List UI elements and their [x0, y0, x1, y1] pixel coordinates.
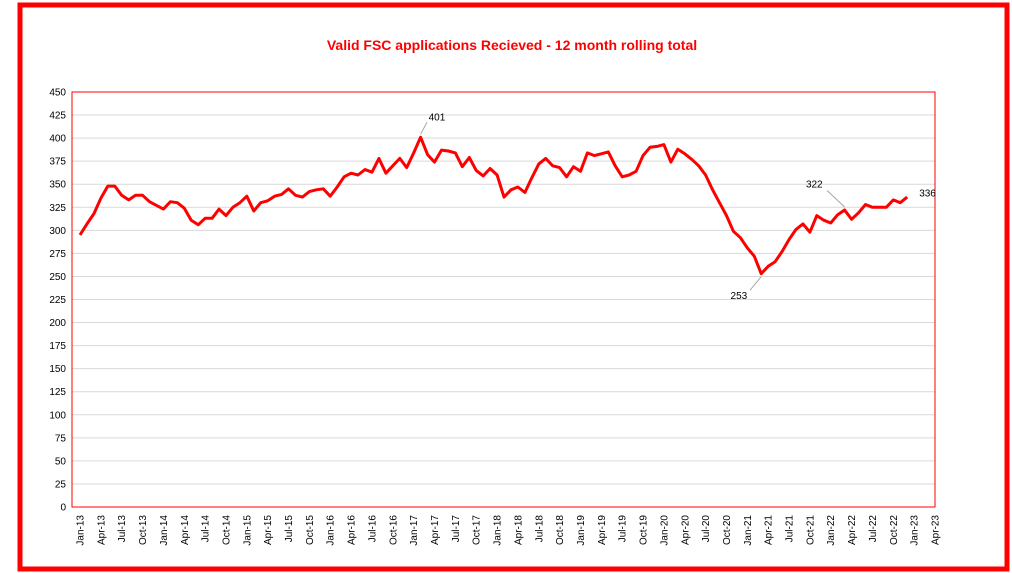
- y-tick-label: 100: [49, 410, 66, 421]
- x-tick-label: Jul-17: [451, 515, 462, 543]
- x-tick-label: Oct-17: [472, 515, 483, 545]
- x-tick-label: Jul-19: [618, 515, 629, 543]
- y-tick-label: 275: [49, 249, 66, 260]
- x-tick-label: Oct-14: [221, 515, 232, 545]
- data-label: 401: [429, 113, 446, 124]
- plot-border: [71, 91, 936, 508]
- x-tick-label: Apr-13: [96, 515, 107, 545]
- x-tick-label: Apr-21: [764, 515, 775, 545]
- y-tick-label: 450: [49, 88, 66, 99]
- leader-line: [749, 276, 762, 291]
- x-tick-label: Apr-14: [180, 515, 191, 545]
- x-tick-label: Jan-14: [159, 515, 170, 546]
- x-tick-label: Jan-18: [493, 515, 504, 546]
- y-tick-label: 125: [49, 387, 66, 398]
- x-tick-label: Apr-17: [430, 515, 441, 545]
- x-tick-label: Jan-15: [242, 515, 253, 546]
- x-tick-label: Apr-15: [263, 515, 274, 545]
- x-tick-label: Apr-22: [847, 515, 858, 545]
- x-tick-label: Jan-23: [910, 515, 921, 546]
- leader-line: [826, 190, 845, 208]
- data-label: 336: [919, 189, 936, 200]
- y-tick-label: 150: [49, 364, 66, 375]
- x-tick-label: Apr-16: [347, 515, 358, 545]
- x-tick-label: Jan-16: [326, 515, 337, 546]
- y-tick-label: 50: [55, 456, 67, 467]
- x-tick-label: Oct-18: [555, 515, 566, 545]
- chart-border: [17, 2, 1010, 572]
- x-tick-label: Jul-21: [785, 515, 796, 543]
- y-tick-label: 25: [55, 479, 67, 490]
- x-tick-label: Jan-21: [743, 515, 754, 546]
- x-tick-label: Jul-18: [534, 515, 545, 543]
- x-tick-label: Oct-21: [805, 515, 816, 545]
- y-tick-label: 425: [49, 111, 66, 122]
- x-tick-label: Oct-16: [388, 515, 399, 545]
- x-tick-label: Jul-16: [367, 515, 378, 543]
- y-tick-label: 0: [60, 503, 66, 514]
- x-tick-label: Jul-13: [117, 515, 128, 543]
- y-tick-label: 250: [49, 272, 66, 283]
- x-tick-label: Oct-20: [722, 515, 733, 545]
- x-tick-label: Apr-20: [680, 515, 691, 545]
- x-tick-label: Jul-20: [701, 515, 712, 543]
- x-tick-label: Jan-22: [826, 515, 837, 546]
- y-tick-label: 300: [49, 226, 66, 237]
- leader-line: [420, 121, 428, 135]
- x-tick-label: Jul-15: [284, 515, 295, 543]
- y-tick-label: 225: [49, 295, 66, 306]
- y-tick-label: 325: [49, 203, 66, 214]
- chart-title: Valid FSC applications Recieved - 12 mon…: [327, 37, 697, 53]
- x-tick-label: Apr-19: [597, 515, 608, 545]
- x-tick-label: Oct-13: [138, 515, 149, 545]
- x-tick-label: Oct-22: [889, 515, 900, 545]
- x-tick-label: Jul-14: [201, 515, 212, 543]
- y-tick-label: 75: [55, 433, 67, 444]
- data-label: 322: [806, 180, 823, 191]
- y-tick-label: 350: [49, 180, 66, 191]
- x-tick-label: Jan-20: [659, 515, 670, 546]
- x-tick-label: Jan-13: [76, 515, 87, 546]
- line-series: [78, 135, 909, 276]
- x-tick-label: Apr-18: [513, 515, 524, 545]
- y-tick-label: 375: [49, 157, 66, 168]
- x-tick-label: Oct-19: [639, 515, 650, 545]
- y-tick-label: 400: [49, 134, 66, 145]
- x-tick-label: Jul-22: [868, 515, 879, 543]
- x-tick-label: Jan-19: [576, 515, 587, 546]
- x-tick-label: Jan-17: [409, 515, 420, 546]
- data-label: 253: [731, 291, 748, 302]
- y-tick-label: 175: [49, 341, 66, 352]
- x-tick-label: Apr-23: [931, 515, 942, 545]
- x-tick-label: Oct-15: [305, 515, 316, 545]
- y-tick-label: 200: [49, 318, 66, 329]
